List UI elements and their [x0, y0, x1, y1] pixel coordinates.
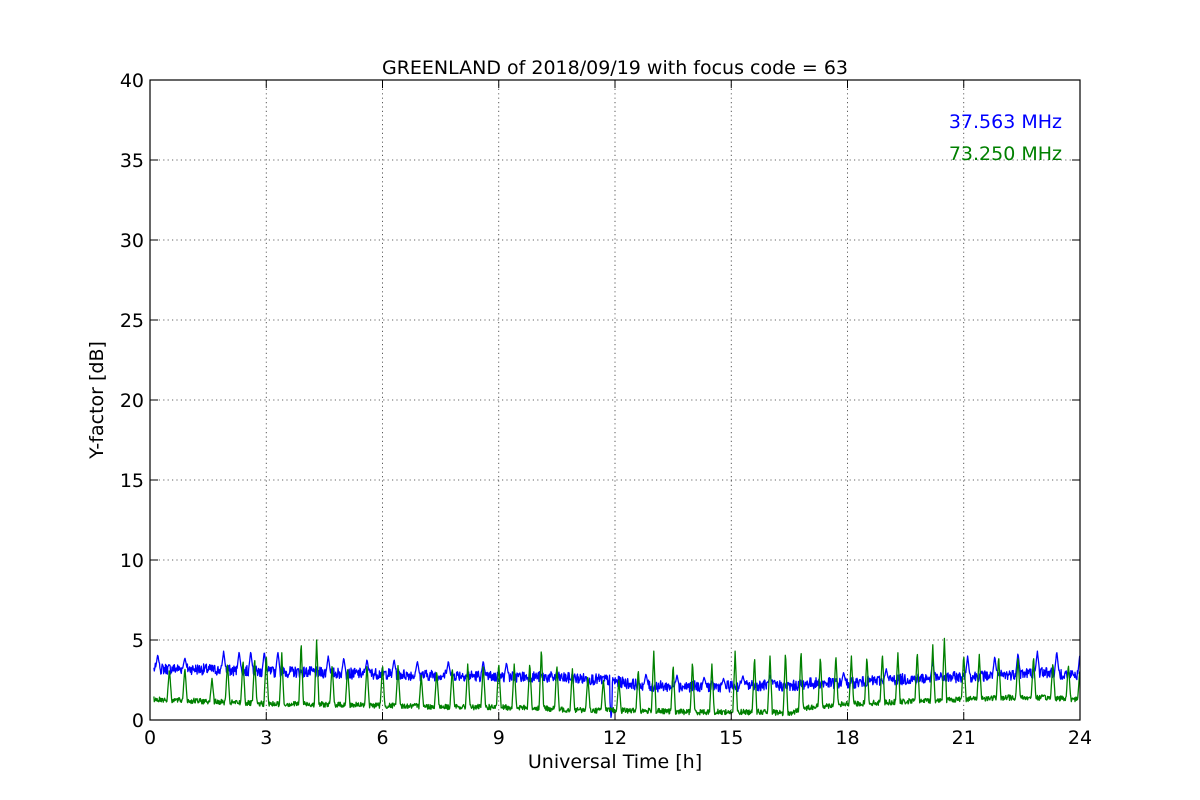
y-tick-label: 0 [132, 710, 144, 732]
y-tick-label: 20 [120, 390, 144, 412]
y-tick-label: 10 [120, 550, 144, 572]
chart-title: GREENLAND of 2018/09/19 with focus code … [382, 57, 848, 79]
y-tick-label: 40 [120, 70, 144, 92]
grid-lines [150, 80, 1080, 720]
legend-entry-series-2: 73.250 MHz [949, 143, 1062, 165]
series-line-2 [153, 637, 1081, 717]
y-axis-label: Y-factor [dB] [86, 341, 108, 460]
y-tick-label: 30 [120, 230, 144, 252]
x-axis-label: Universal Time [h] [528, 751, 702, 773]
x-tick-label: 24 [1068, 727, 1092, 749]
y-tick-label: 35 [120, 150, 144, 172]
legend-entry-series-1: 37.563 MHz [949, 111, 1062, 133]
x-tick-label: 0 [144, 727, 156, 749]
plot-area [153, 637, 1081, 719]
x-tick-label: 9 [493, 727, 505, 749]
x-tick-label: 12 [603, 727, 627, 749]
x-tick-label: 21 [952, 727, 976, 749]
y-tick-label: 25 [120, 310, 144, 332]
x-tick-label: 6 [376, 727, 388, 749]
series-line-1 [153, 650, 1081, 719]
y-tick-label: 5 [132, 630, 144, 652]
axis-ticks: 0 3 6 9 12 15 18 21 24 0 5 10 15 20 25 30 35 40 [120, 70, 1092, 749]
x-tick-label: 15 [719, 727, 743, 749]
x-tick-label: 18 [835, 727, 859, 749]
y-tick-label: 15 [120, 470, 144, 492]
x-tick-label: 3 [260, 727, 272, 749]
